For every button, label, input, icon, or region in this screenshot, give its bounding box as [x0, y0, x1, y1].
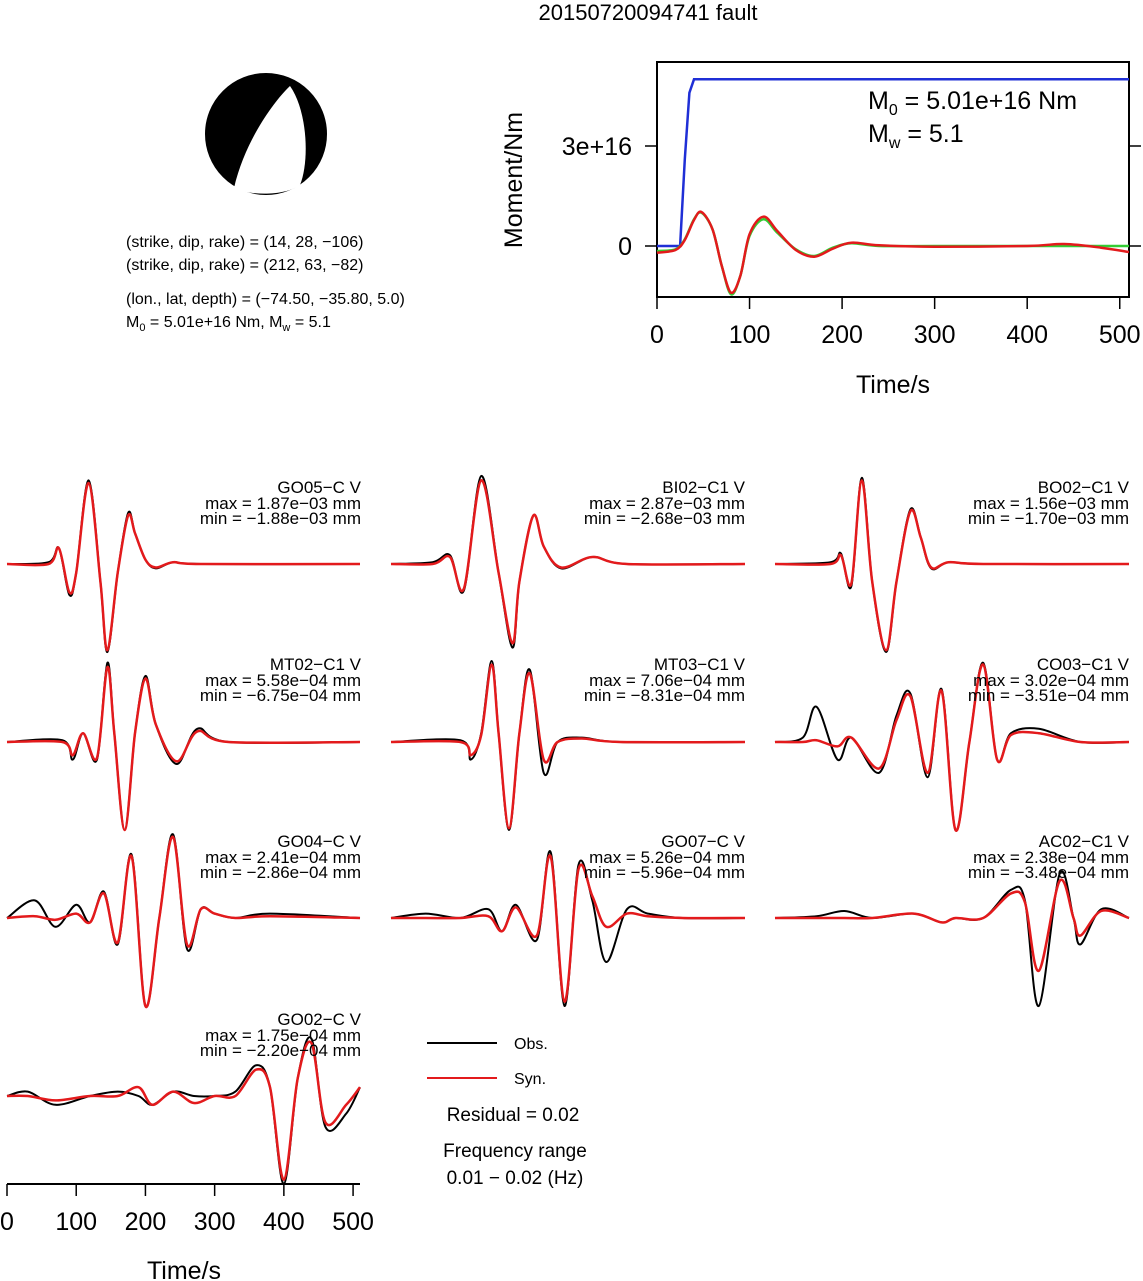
station-label: GO05−C V	[277, 478, 361, 497]
moment-xtick-label: 400	[1006, 321, 1048, 349]
synthetic-trace	[6, 665, 361, 832]
moment-ylabel: Moment/Nm	[500, 112, 528, 248]
min-amplitude-label: min = −5.96e−04 mm	[584, 863, 745, 882]
min-amplitude-label: min = −3.51e−04 mm	[968, 686, 1129, 705]
station-label: GO04−C V	[277, 832, 361, 851]
moment-xtick-label: 200	[821, 321, 863, 349]
moment-series-line-2	[656, 210, 1130, 295]
moment-xtick-label: 300	[914, 321, 956, 349]
waveform-xlabel: Time/s	[147, 1257, 221, 1281]
station-label: BI02−C1 V	[662, 478, 745, 497]
station-label: CO03−C1 V	[1037, 655, 1130, 674]
synthetic-trace	[6, 481, 361, 652]
station-label: AC02−C1 V	[1039, 832, 1130, 851]
synthetic-trace	[6, 1040, 361, 1181]
max-amplitude-label: max = 3.02e−04 mm	[973, 671, 1129, 690]
moment-m0-label: M0 = 5.01e+16 Nm	[868, 87, 1077, 119]
moment-ytick-0: 0	[618, 233, 632, 261]
frequency-title: Frequency range	[443, 1141, 587, 1162]
waveform-xtick-label: 0	[0, 1208, 14, 1236]
min-amplitude-label: min = −2.20e−04 mm	[200, 1041, 361, 1060]
min-amplitude-label: min = −1.88e−03 mm	[200, 509, 361, 528]
synthetic-trace	[774, 479, 1130, 652]
waveform-xtick-label: 100	[55, 1208, 97, 1236]
waveform-xtick-label: 500	[332, 1208, 374, 1236]
legend-syn-label: Syn.	[514, 1071, 546, 1088]
min-amplitude-label: min = −6.75e−04 mm	[200, 686, 361, 705]
max-amplitude-label: max = 7.06e−04 mm	[589, 671, 745, 690]
synthetic-trace	[774, 663, 1130, 832]
observed-trace	[774, 870, 1130, 1008]
max-amplitude-label: max = 5.58e−04 mm	[205, 671, 361, 690]
min-amplitude-label: min = −2.86e−04 mm	[200, 863, 361, 882]
max-amplitude-label: max = 2.38e−04 mm	[973, 848, 1129, 867]
moment-ytick-3e16: 3e+16	[562, 133, 632, 161]
frequency-value: 0.01 − 0.02 (Hz)	[447, 1168, 584, 1189]
moment-mw-label: Mw = 5.1	[868, 120, 964, 152]
moment-series-line-0	[657, 78, 1129, 248]
station-label: MT02−C1 V	[270, 655, 362, 674]
synthetic-trace	[775, 878, 1130, 973]
min-amplitude-label: min = −8.31e−04 mm	[584, 686, 745, 705]
station-label: MT03−C1 V	[654, 655, 746, 674]
moment-xticks: 0 100 200 300 400 500	[650, 297, 1141, 349]
moment-xlabel: Time/s	[856, 371, 930, 399]
min-amplitude-label: min = −3.48e−04 mm	[968, 863, 1129, 882]
moment-xtick-label: 100	[729, 321, 771, 349]
min-amplitude-label: min = −1.70e−03 mm	[968, 509, 1129, 528]
waveform-xtick-label: 200	[125, 1208, 167, 1236]
waveform-xtick-label: 400	[263, 1208, 305, 1236]
mechanism-line-1: (strike, dip, rake) = (14, 28, −106)	[126, 234, 363, 251]
beachball-icon	[205, 73, 327, 195]
synthetic-trace	[390, 663, 746, 830]
residual-label: Residual = 0.02	[447, 1105, 580, 1126]
moment-panel-frame	[656, 61, 1130, 298]
moment-panel: 0 3e+16 Moment/Nm Time/s 0 100 200 300 400 50…	[500, 61, 1141, 399]
waveform-xticks: 0 100 200 300 400 500	[0, 1184, 374, 1236]
mechanism-line-3: (lon., lat, depth) = (−74.50, −35.80, 5.…	[126, 291, 405, 308]
station-label: GO02−C V	[277, 1010, 361, 1029]
moment-xtick-label: 500	[1099, 321, 1141, 349]
waveform-time-axis: 0 100 200 300 400 500 Time/s	[0, 1183, 374, 1281]
figure-title: 20150720094741 fault	[539, 0, 758, 25]
max-amplitude-label: max = 2.41e−04 mm	[205, 848, 361, 867]
mechanism-moment-line: M0 = 5.01e+16 Nm, Mw = 5.1	[126, 314, 331, 334]
moment-xtick-label: 0	[650, 321, 664, 349]
legend-obs-label: Obs.	[514, 1036, 548, 1053]
max-amplitude-label: max = 2.87e−03 mm	[589, 494, 745, 513]
station-label: BO02−C1 V	[1038, 478, 1130, 497]
max-amplitude-label: max = 1.75e−04 mm	[205, 1026, 361, 1045]
max-amplitude-label: max = 1.56e−03 mm	[973, 494, 1129, 513]
synthetic-trace	[391, 854, 746, 1003]
max-amplitude-label: max = 1.87e−03 mm	[205, 494, 361, 513]
mechanism-line-2: (strike, dip, rake) = (212, 63, −82)	[126, 257, 363, 274]
moment-series-line-1	[656, 211, 1129, 296]
synthetic-trace	[390, 479, 746, 645]
station-label: GO07−C V	[661, 832, 745, 851]
min-amplitude-label: min = −2.68e−03 mm	[584, 509, 745, 528]
synthetic-trace	[6, 835, 361, 1009]
moment-series	[656, 78, 1130, 296]
legend: Obs. Syn. Residual = 0.02 Frequency rang…	[427, 1036, 587, 1189]
waveform-xtick-label: 300	[194, 1208, 236, 1236]
max-amplitude-label: max = 5.26e−04 mm	[589, 848, 745, 867]
